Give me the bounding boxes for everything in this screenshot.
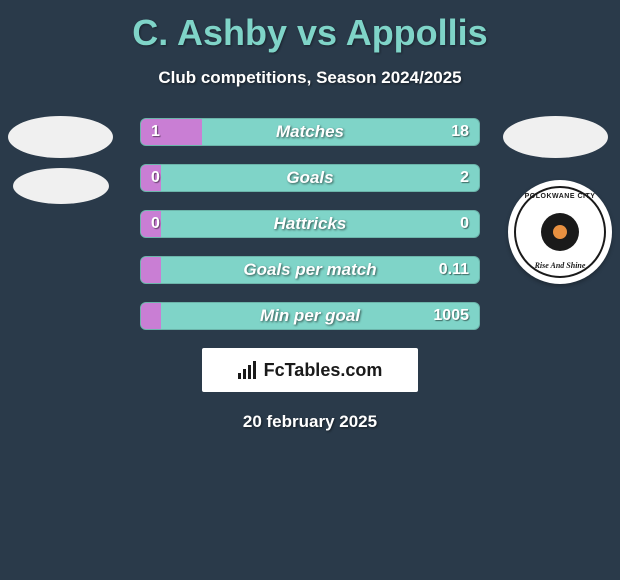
bar-right-value: 2 <box>460 169 469 187</box>
site-logo[interactable]: FcTables.com <box>202 348 418 392</box>
avatar-head-icon <box>8 116 113 158</box>
badge-center-icon <box>541 213 579 251</box>
bar-min-per-goal: Min per goal 1005 <box>140 302 480 330</box>
badge-top-text: POLOKWANE CITY <box>525 193 596 200</box>
bar-left-value: 0 <box>151 215 160 233</box>
bar-goals: 0 Goals 2 <box>140 164 480 192</box>
logo-text: FcTables.com <box>264 360 383 381</box>
page-title: C. Ashby vs Appollis <box>0 0 620 54</box>
bar-stat-name: Min per goal <box>260 306 360 326</box>
bar-fill <box>141 257 161 283</box>
bar-hattricks: 0 Hattricks 0 <box>140 210 480 238</box>
bar-stat-name: Goals per match <box>243 260 376 280</box>
badge-bottom-text: Rise And Shine <box>535 261 586 270</box>
date-text: 20 february 2025 <box>0 412 620 432</box>
bar-stat-name: Hattricks <box>274 214 347 234</box>
bar-left-value: 1 <box>151 123 160 141</box>
subtitle: Club competitions, Season 2024/2025 <box>0 68 620 88</box>
player-left-avatar <box>8 116 113 246</box>
bar-chart-icon <box>238 361 258 379</box>
avatar-body-icon <box>13 168 109 204</box>
badge-ball-icon <box>553 225 567 239</box>
bar-fill <box>141 303 161 329</box>
avatar-head-icon <box>503 116 608 158</box>
bar-right-value: 1005 <box>433 307 469 325</box>
bar-matches: 1 Matches 18 <box>140 118 480 146</box>
team-badge: POLOKWANE CITY Rise And Shine <box>508 180 612 284</box>
bar-right-value: 18 <box>451 123 469 141</box>
stat-bars: 1 Matches 18 0 Goals 2 0 Hattricks 0 Goa… <box>140 118 480 330</box>
bar-right-value: 0 <box>460 215 469 233</box>
bar-left-value: 0 <box>151 169 160 187</box>
comparison-area: POLOKWANE CITY Rise And Shine 1 Matches … <box>0 118 620 432</box>
bar-stat-name: Matches <box>276 122 344 142</box>
bar-goals-per-match: Goals per match 0.11 <box>140 256 480 284</box>
bar-right-value: 0.11 <box>439 261 469 279</box>
bar-stat-name: Goals <box>286 168 333 188</box>
badge-inner: POLOKWANE CITY Rise And Shine <box>514 186 606 278</box>
